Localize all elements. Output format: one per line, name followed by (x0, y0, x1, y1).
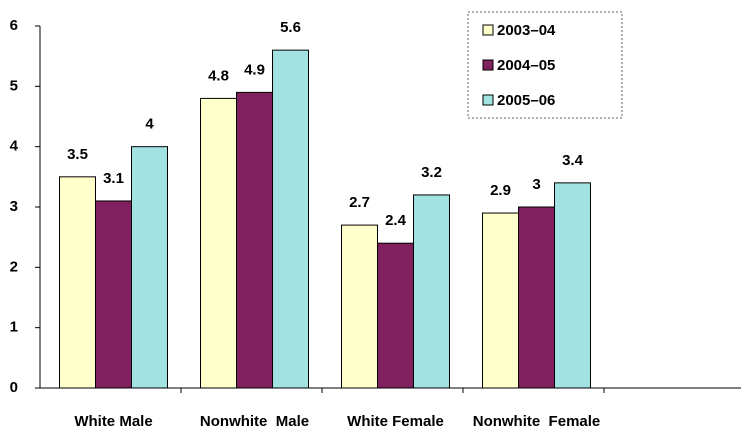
x-tick-label: Nonwhite Male (200, 413, 309, 430)
legend-swatch (482, 24, 494, 36)
legend-label: 2005–06 (497, 92, 555, 109)
data-label: 5.6 (280, 19, 301, 36)
data-label: 3.1 (103, 170, 124, 187)
legend: 2003–04 2004–05 2005–06 (467, 11, 623, 119)
bar (482, 212, 519, 389)
legend-swatch (482, 59, 494, 71)
y-tick-label: 3 (10, 198, 18, 215)
y-tick-label: 0 (10, 379, 18, 396)
y-tick-label: 6 (10, 17, 18, 34)
data-label: 2.9 (490, 182, 511, 199)
legend-swatch (482, 94, 494, 106)
bar (413, 194, 450, 389)
data-label: 3.5 (67, 146, 88, 163)
bar (59, 176, 96, 389)
legend-label: 2003–04 (497, 22, 556, 39)
bar (200, 97, 237, 389)
data-label: 3.2 (421, 164, 442, 181)
data-label: 3 (532, 176, 540, 193)
data-label: 3.4 (562, 152, 584, 169)
bar (377, 242, 414, 389)
legend-label: 2004–05 (497, 57, 555, 74)
bar (272, 49, 309, 389)
bar (341, 224, 378, 389)
bar (554, 182, 591, 389)
bar (236, 91, 273, 389)
y-tick-label: 1 (10, 319, 18, 336)
data-label: 4.8 (208, 67, 229, 84)
x-tick-label: White Female (347, 413, 444, 430)
x-tick-label: Nonwhite Female (473, 413, 601, 430)
y-tick-label: 2 (10, 258, 18, 275)
bar (131, 146, 168, 389)
data-label: 4 (145, 116, 154, 133)
y-tick-label: 5 (10, 77, 18, 94)
bar (95, 200, 132, 389)
bar (518, 206, 555, 389)
data-label: 2.7 (349, 194, 370, 211)
legend-box (467, 11, 623, 119)
data-label: 2.4 (385, 212, 407, 229)
x-tick-label: White Male (74, 413, 152, 430)
y-tick-label: 4 (10, 138, 19, 155)
data-label: 4.9 (244, 61, 265, 78)
